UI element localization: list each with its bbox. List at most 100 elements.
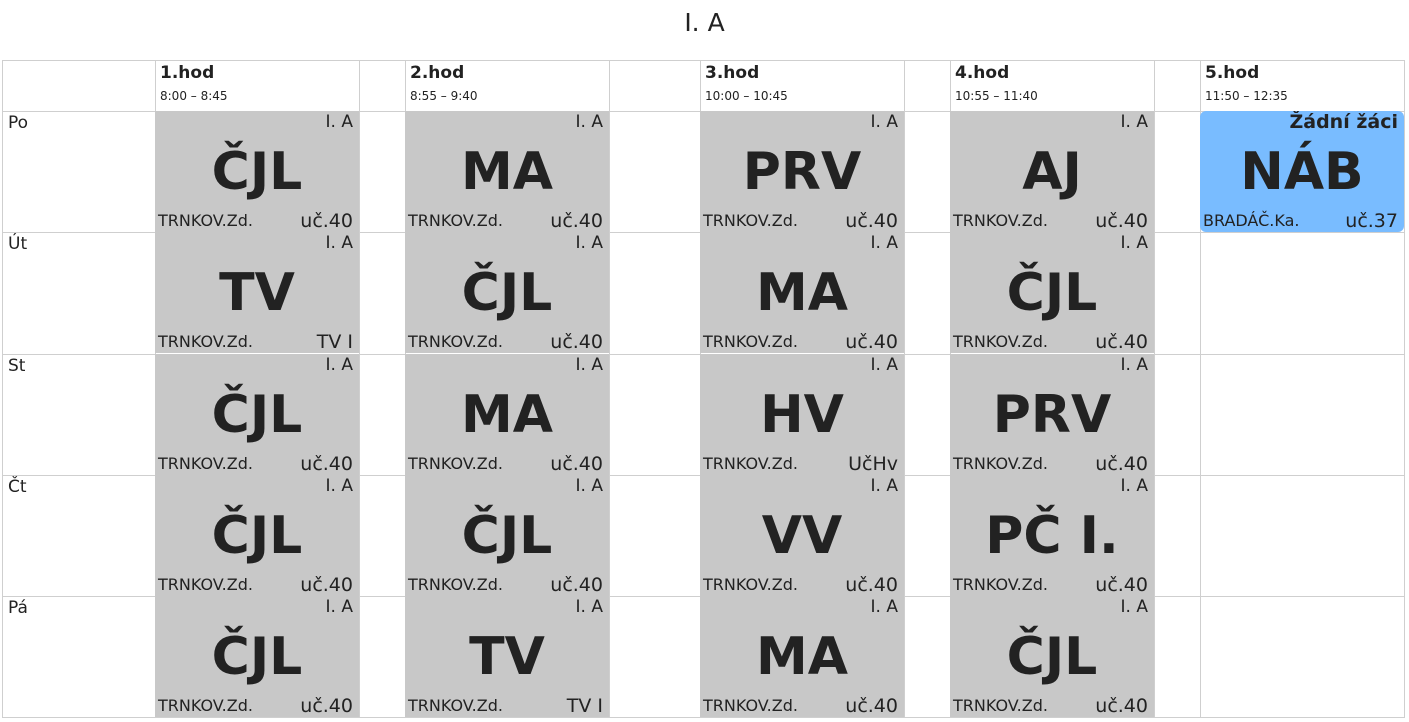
lesson-class: I. A: [1120, 112, 1148, 132]
lesson-subject: ČJL: [1006, 627, 1098, 687]
grid-line-vertical: [359, 60, 360, 718]
lesson-class: Žádní žáci: [1289, 111, 1398, 133]
lesson-card[interactable]: I. A ČJL TRNKOV.Zd. uč.40: [950, 232, 1154, 353]
lesson-teacher: TRNKOV.Zd.: [703, 332, 798, 351]
lesson-subject: ČJL: [211, 142, 303, 202]
lesson-card[interactable]: I. A MA TRNKOV.Zd. uč.40: [405, 111, 609, 232]
period-time: 11:50 – 12:35: [1205, 89, 1288, 103]
lesson-subject: ČJL: [461, 506, 553, 566]
lesson-room: uč.40: [300, 210, 353, 232]
lesson-class: I. A: [575, 355, 603, 375]
period-number: 5.hod: [1205, 63, 1260, 83]
lesson-class: I. A: [870, 597, 898, 617]
lesson-teacher: TRNKOV.Zd.: [408, 332, 503, 351]
lesson-subject: PRV: [992, 385, 1112, 445]
lesson-teacher: TRNKOV.Zd.: [408, 211, 503, 230]
lesson-class: I. A: [325, 355, 353, 375]
lesson-class: I. A: [575, 597, 603, 617]
lesson-room: uč.40: [845, 574, 898, 596]
day-label: Út: [8, 234, 28, 254]
day-label: St: [8, 356, 26, 376]
lesson-subject: TV: [219, 263, 295, 323]
period-header: 4.hod 10:55 – 11:40: [950, 60, 1154, 111]
lesson-subject: NÁB: [1240, 142, 1364, 202]
lesson-room: uč.40: [300, 453, 353, 475]
lesson-room: uč.40: [845, 331, 898, 353]
lesson-card[interactable]: I. A ČJL TRNKOV.Zd. uč.40: [155, 596, 359, 717]
timetable-grid: [2, 60, 1405, 718]
period-number: 1.hod: [160, 63, 215, 83]
lesson-class: I. A: [325, 476, 353, 496]
lesson-room: uč.40: [550, 331, 603, 353]
lesson-class: I. A: [575, 233, 603, 253]
lesson-room: uč.37: [1345, 210, 1398, 232]
day-label: Po: [8, 113, 29, 133]
period-number: 3.hod: [705, 63, 760, 83]
lesson-subject: MA: [461, 385, 553, 445]
grid-line-horizontal: [2, 717, 1405, 718]
lesson-card[interactable]: I. A ČJL TRNKOV.Zd. uč.40: [950, 596, 1154, 717]
lesson-teacher: TRNKOV.Zd.: [158, 454, 253, 473]
lesson-card[interactable]: I. A TV TRNKOV.Zd. TV I: [405, 596, 609, 717]
lesson-teacher: TRNKOV.Zd.: [953, 696, 1048, 715]
lesson-card[interactable]: I. A ČJL TRNKOV.Zd. uč.40: [405, 232, 609, 353]
period-header: 2.hod 8:55 – 9:40: [405, 60, 609, 111]
lesson-card[interactable]: I. A HV TRNKOV.Zd. UčHv: [700, 354, 904, 475]
lesson-subject: HV: [760, 385, 844, 445]
lesson-teacher: TRNKOV.Zd.: [158, 332, 253, 351]
lesson-subject: TV: [469, 627, 545, 687]
lesson-card[interactable]: I. A MA TRNKOV.Zd. uč.40: [700, 232, 904, 353]
lesson-room: UčHv: [848, 453, 898, 475]
lesson-room: uč.40: [550, 574, 603, 596]
lesson-card[interactable]: I. A ČJL TRNKOV.Zd. uč.40: [155, 354, 359, 475]
lesson-teacher: TRNKOV.Zd.: [408, 454, 503, 473]
lesson-class: I. A: [870, 476, 898, 496]
lesson-room: uč.40: [845, 695, 898, 717]
lesson-teacher: TRNKOV.Zd.: [703, 575, 798, 594]
lesson-room: uč.40: [1095, 210, 1148, 232]
lesson-room: uč.40: [300, 695, 353, 717]
lesson-teacher: TRNKOV.Zd.: [158, 575, 253, 594]
lesson-subject: MA: [756, 263, 848, 323]
lesson-teacher: TRNKOV.Zd.: [158, 211, 253, 230]
lesson-room: uč.40: [1095, 574, 1148, 596]
grid-line-vertical: [1200, 60, 1201, 718]
lesson-card[interactable]: I. A ČJL TRNKOV.Zd. uč.40: [405, 475, 609, 596]
lesson-teacher: TRNKOV.Zd.: [703, 696, 798, 715]
period-header: 5.hod 11:50 – 12:35: [1200, 60, 1404, 111]
lesson-subject: ČJL: [211, 627, 303, 687]
lesson-room: uč.40: [550, 453, 603, 475]
lesson-teacher: TRNKOV.Zd.: [953, 211, 1048, 230]
lesson-card[interactable]: I. A AJ TRNKOV.Zd. uč.40: [950, 111, 1154, 232]
lesson-subject: ČJL: [1006, 263, 1098, 323]
lesson-room: TV I: [566, 695, 603, 717]
period-time: 8:55 – 9:40: [410, 89, 478, 103]
day-label: Čt: [8, 477, 27, 497]
lesson-class: I. A: [1120, 476, 1148, 496]
lesson-card[interactable]: Žádní žáci NÁB BRADÁČ.Ka. uč.37: [1200, 111, 1404, 232]
lesson-card[interactable]: I. A ČJL TRNKOV.Zd. uč.40: [155, 475, 359, 596]
lesson-subject: AJ: [1022, 142, 1082, 202]
lesson-subject: MA: [756, 627, 848, 687]
lesson-class: I. A: [1120, 597, 1148, 617]
lesson-teacher: TRNKOV.Zd.: [703, 211, 798, 230]
period-time: 10:55 – 11:40: [955, 89, 1038, 103]
lesson-card[interactable]: I. A ČJL TRNKOV.Zd. uč.40: [155, 111, 359, 232]
lesson-room: uč.40: [1095, 695, 1148, 717]
lesson-card[interactable]: I. A MA TRNKOV.Zd. uč.40: [700, 596, 904, 717]
lesson-teacher: TRNKOV.Zd.: [408, 575, 503, 594]
lesson-subject: VV: [761, 506, 843, 566]
period-header: 3.hod 10:00 – 10:45: [700, 60, 904, 111]
lesson-room: uč.40: [845, 210, 898, 232]
lesson-card[interactable]: I. A TV TRNKOV.Zd. TV I: [155, 232, 359, 353]
lesson-class: I. A: [870, 355, 898, 375]
lesson-card[interactable]: I. A MA TRNKOV.Zd. uč.40: [405, 354, 609, 475]
lesson-card[interactable]: I. A PČ I. TRNKOV.Zd. uč.40: [950, 475, 1154, 596]
lesson-class: I. A: [325, 597, 353, 617]
lesson-subject: ČJL: [461, 263, 553, 323]
lesson-card[interactable]: I. A VV TRNKOV.Zd. uč.40: [700, 475, 904, 596]
lesson-room: uč.40: [300, 574, 353, 596]
lesson-card[interactable]: I. A PRV TRNKOV.Zd. uč.40: [700, 111, 904, 232]
lesson-subject: PRV: [742, 142, 862, 202]
lesson-card[interactable]: I. A PRV TRNKOV.Zd. uč.40: [950, 354, 1154, 475]
